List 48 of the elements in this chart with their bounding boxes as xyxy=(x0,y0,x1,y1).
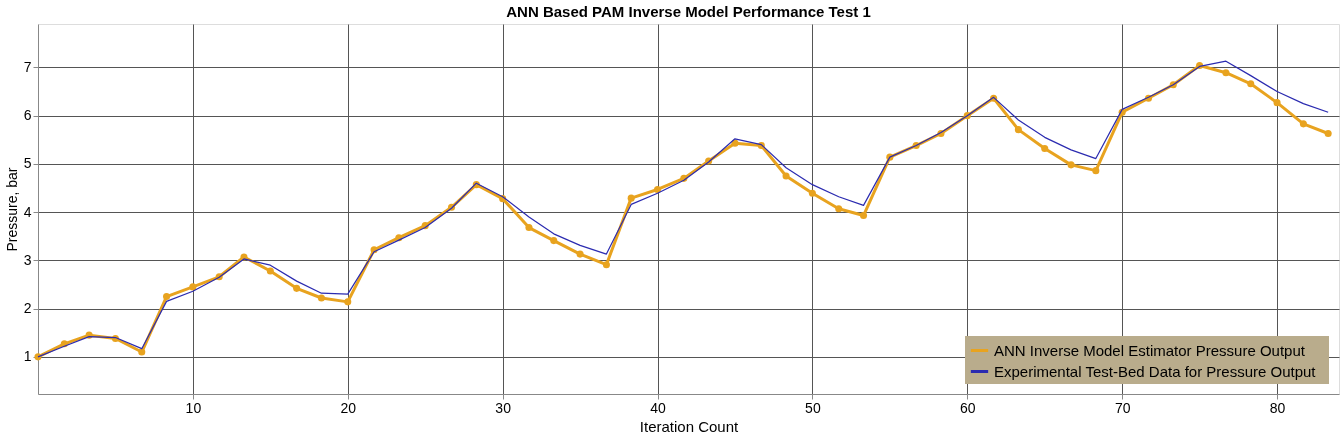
x-tick-label: 50 xyxy=(805,399,821,416)
point xyxy=(1041,144,1049,152)
x-tick-label: 70 xyxy=(1114,399,1131,416)
point xyxy=(653,185,662,193)
point xyxy=(1247,80,1255,88)
y-tick-label: 6 xyxy=(23,107,32,124)
point xyxy=(602,261,610,269)
x-tick-label: 40 xyxy=(650,399,667,416)
point xyxy=(731,139,739,147)
x-tick-label: 20 xyxy=(340,399,357,416)
point xyxy=(859,211,868,220)
x-axis-title: Iteration Count xyxy=(639,417,740,435)
y-tick-label: 1 xyxy=(23,348,32,365)
point xyxy=(189,283,197,291)
x-tick-label: 30 xyxy=(495,399,512,416)
y-tick-label: 7 xyxy=(23,58,32,75)
point xyxy=(525,224,533,232)
x-tick-label: 10 xyxy=(185,399,202,416)
y-tick-label: 5 xyxy=(23,155,32,172)
point xyxy=(344,298,352,306)
point xyxy=(138,348,146,356)
x-tick-label: 60 xyxy=(960,399,976,416)
legend-label: Experimental Test-Bed Data for Pressure Output xyxy=(994,362,1317,380)
point xyxy=(835,205,843,213)
point xyxy=(163,293,171,301)
point xyxy=(1014,126,1022,134)
point xyxy=(576,250,584,258)
point xyxy=(627,194,635,202)
point xyxy=(808,189,816,197)
legend-label: ANN Inverse Model Estimator Pressure Output xyxy=(994,341,1306,359)
point xyxy=(1299,120,1307,128)
point xyxy=(1092,167,1100,175)
point xyxy=(1222,69,1230,77)
point xyxy=(293,284,301,292)
x-tick-label: 80 xyxy=(1269,399,1286,416)
y-tick-label: 2 xyxy=(23,300,32,317)
point xyxy=(34,353,42,361)
point xyxy=(550,237,558,245)
chart-title: ANN Based PAM Inverse Model Performance Test 1 xyxy=(506,3,871,20)
y-axis-title: Pressure, bar xyxy=(3,167,20,252)
y-tick-label: 3 xyxy=(23,251,32,268)
point xyxy=(1273,99,1281,107)
point xyxy=(782,172,790,180)
point xyxy=(1067,161,1075,169)
point xyxy=(317,294,325,302)
point xyxy=(1324,129,1332,138)
y-tick-label: 4 xyxy=(23,203,32,220)
point xyxy=(266,267,274,275)
